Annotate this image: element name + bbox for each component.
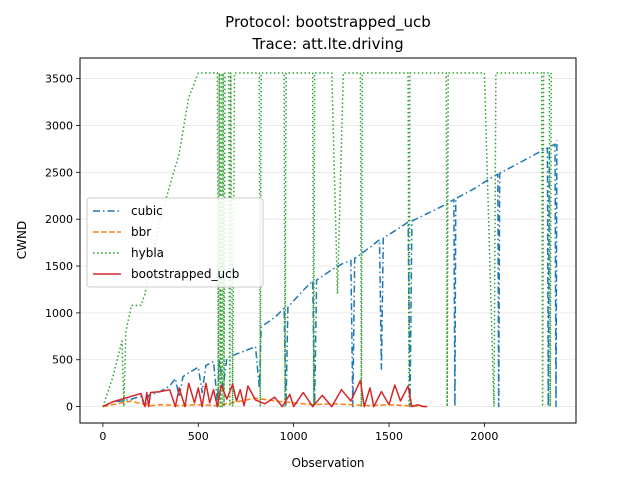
y-tick-label: 1000 xyxy=(45,307,73,320)
series-line-bbr xyxy=(102,397,428,408)
y-tick-label: 3500 xyxy=(45,73,73,86)
x-tick-label: 2000 xyxy=(470,430,498,443)
legend-label: bbr xyxy=(131,225,151,239)
y-tick-label: 1500 xyxy=(45,260,73,273)
series-line-bootstrapped-ucb xyxy=(102,379,428,408)
y-axis-ticks: 0 500 1000 1500 2000 2500 3000 3500 xyxy=(45,73,80,414)
plot-series xyxy=(102,72,558,408)
series-line-hybla xyxy=(102,72,552,408)
x-tick-label: 0 xyxy=(99,430,106,443)
plot-frame xyxy=(79,57,577,424)
chart-title-line-2: Trace: att.lte.driving xyxy=(251,35,403,53)
legend-box xyxy=(86,197,264,288)
y-axis-label: CWND xyxy=(15,221,29,259)
x-axis-label: Observation xyxy=(291,456,364,470)
y-tick-label: 2000 xyxy=(45,213,73,226)
legend: cubic bbr hybla bootstrapped_ucb xyxy=(86,197,264,288)
y-tick-label: 3000 xyxy=(45,119,73,132)
x-tick-label: 500 xyxy=(188,430,209,443)
y-tick-label: 0 xyxy=(66,401,73,414)
legend-label: cubic xyxy=(131,204,163,218)
x-axis-ticks: 0 500 1000 1500 2000 xyxy=(99,423,498,443)
x-tick-label: 1500 xyxy=(375,430,403,443)
y-tick-label: 2500 xyxy=(45,166,73,179)
legend-label: hybla xyxy=(131,246,164,260)
y-tick-label: 500 xyxy=(52,354,73,367)
x-tick-label: 1000 xyxy=(280,430,308,443)
chart-title-line-1: Protocol: bootstrapped_ucb xyxy=(225,13,431,32)
legend-label: bootstrapped_ucb xyxy=(131,267,239,281)
